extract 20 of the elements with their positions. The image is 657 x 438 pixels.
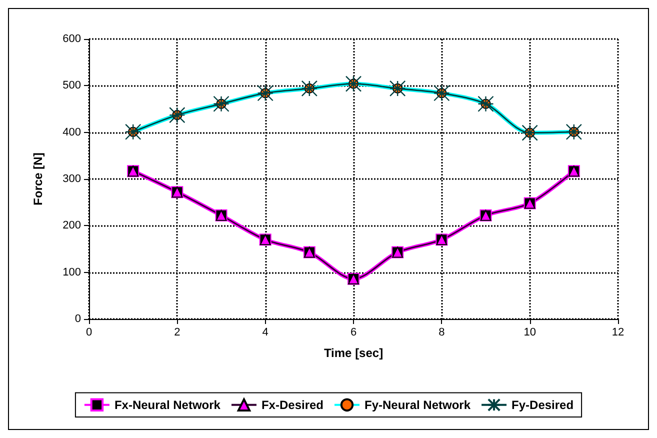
x-tick-label: 10 [524, 326, 536, 338]
x-tick-label: 4 [262, 326, 268, 338]
y-axis-title: Force [N] [31, 152, 45, 206]
legend-label: Fy-Neural Network [364, 398, 471, 412]
x-tick-label: 8 [438, 326, 445, 338]
y-tick-label: 400 [62, 126, 81, 138]
x-tick-label: 6 [350, 326, 357, 338]
legend-label: Fy-Desired [512, 398, 574, 412]
legend-label: Fx-Neural Network [114, 398, 221, 412]
y-tick-label: 500 [62, 80, 81, 92]
y-tick-label: 0 [74, 313, 81, 325]
y-tick-label: 200 [62, 220, 81, 232]
y-tick-label: 300 [62, 173, 81, 185]
x-tick-label: 0 [86, 326, 92, 338]
x-tick-label: 2 [174, 326, 180, 338]
y-tick-label: 100 [62, 266, 81, 278]
x-axis-title: Time [sec] [324, 346, 384, 360]
y-tick-label: 600 [62, 33, 81, 45]
x-tick-label: 12 [612, 326, 624, 338]
legend-label: Fx-Desired [261, 398, 324, 412]
